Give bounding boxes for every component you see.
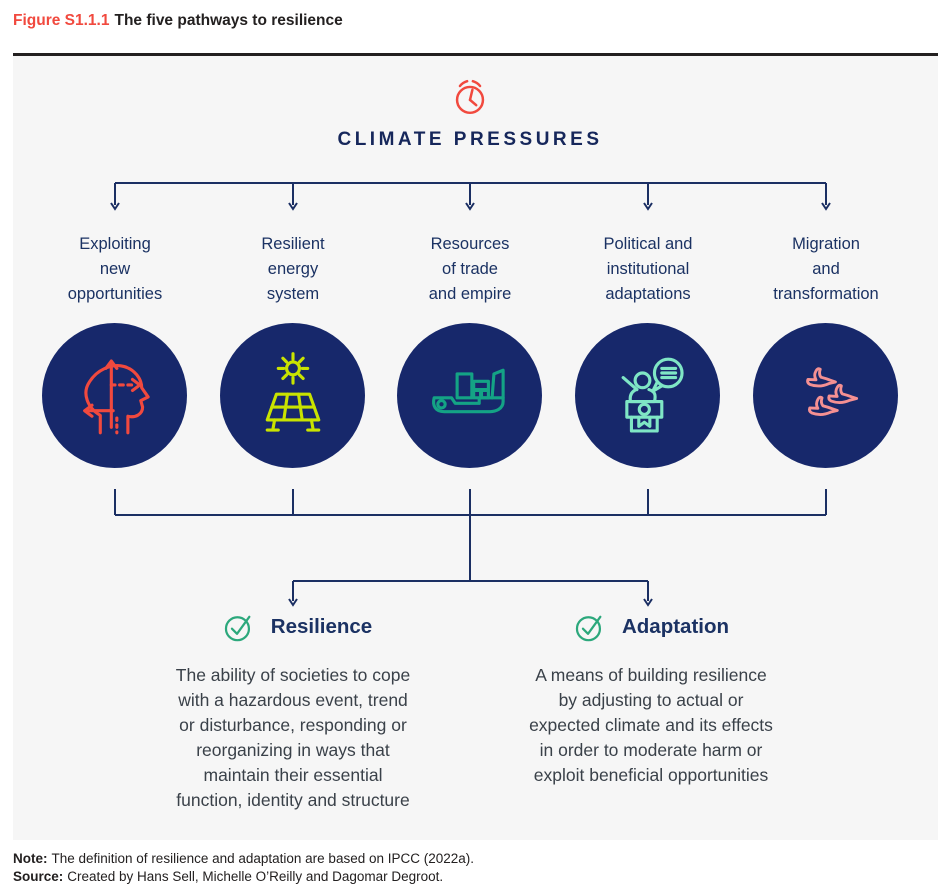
source-label: Source: [13,868,64,884]
figure-number: Figure S1.1.1 [13,12,110,29]
top-connector-lines [110,182,831,211]
pathway-label-migration-transformation: Migration and transformation [773,235,879,303]
cargo-ship-icon [431,368,505,413]
note-text: The definition of resilience and adaptat… [51,851,475,866]
figure-title-text: The five pathways to resilience [114,12,343,29]
resilience-definition: The ability of societies to cope with a … [175,665,411,810]
check-circle-icon [575,615,602,642]
source-line: Source: Created by Hans Sell, Michelle O’… [13,868,474,886]
resilience-term: Resilience [270,615,373,638]
pathway-circle-trade [397,323,542,468]
source-text: Created by Hans Sell, Michelle O’Reilly … [67,868,444,884]
figure-title: Figure S1.1.1 The five pathways to resili… [13,12,343,30]
pathway-label-resilient-energy-system: Resilient energy system [261,235,325,303]
speaker-podium-icon [621,357,684,433]
adaptation-term: Adaptation [621,615,730,638]
bottom-connector-lines [114,489,827,607]
pathway-circle-migration [753,323,898,468]
pathway-circle-political [575,323,720,468]
solar-panel-icon [265,351,320,432]
pathway-label-political-institutional-adaptations: Political and institutional adaptations [603,235,693,303]
pathway-label-exploiting-new-opportunities: Exploiting new opportunities [67,235,163,303]
diagram-panel: CLIMATE PRESSURES Exploiting new opportu… [13,53,938,840]
birds-icon [805,366,858,416]
pathway-circle-exploiting [42,323,187,468]
head-with-arrows-icon [82,358,150,434]
adaptation-definition: A means of building resilience by adjust… [529,665,773,785]
note-label: Note: [13,851,48,866]
figure-footnote: Note: The definition of resilience and ad… [13,850,474,885]
alarm-clock-icon [455,79,485,115]
adaptation-heading: Adaptation [541,610,761,644]
check-circle-icon [224,615,251,642]
pathway-label-resources-of-trade-and-empire: Resources of trade and empire [428,235,512,303]
pathway-circle-energy [220,323,365,468]
climate-pressures-title: CLIMATE PRESSURES [337,129,603,150]
resilience-heading: Resilience [187,610,407,644]
note-line: Note: The definition of resilience and ad… [13,850,474,868]
